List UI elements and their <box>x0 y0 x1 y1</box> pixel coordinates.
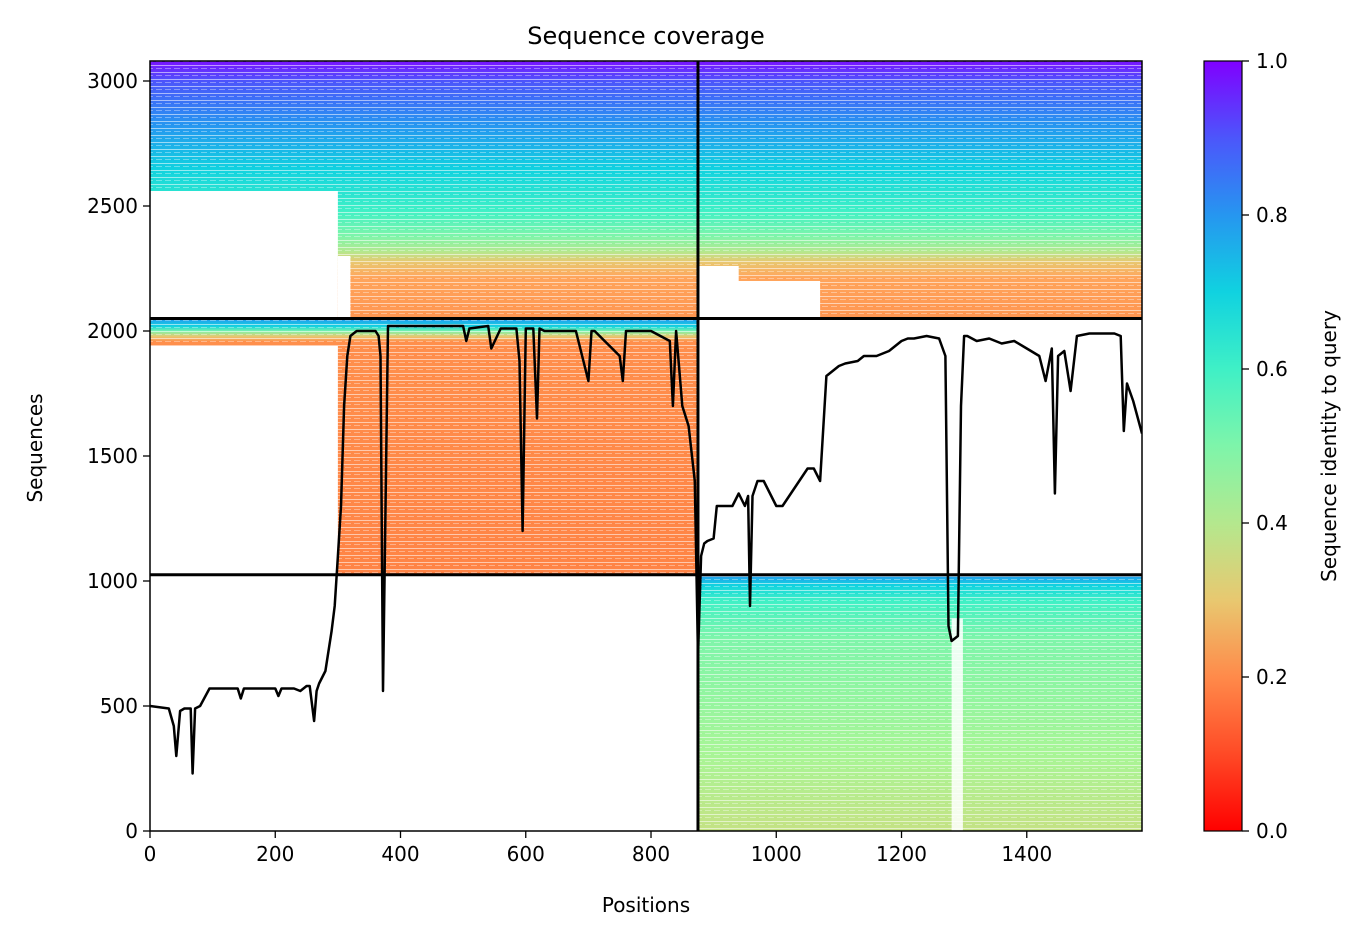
x-tick-label: 1200 <box>876 842 927 866</box>
coverage-blocks <box>150 61 1142 831</box>
x-axis: 0 200 400 600 800 1000 1200 1400 <box>144 831 1052 866</box>
y-axis-label: Sequences <box>23 393 47 502</box>
uncovered-column <box>951 618 963 831</box>
coverage-block-texture <box>697 61 1142 319</box>
y-tick-label: 2500 <box>87 194 138 218</box>
colorbar-ticks: 0.0 0.2 0.4 0.6 0.8 1.0 <box>1242 49 1288 843</box>
y-tick-label: 0 <box>125 819 138 843</box>
uncovered-region <box>697 281 821 319</box>
colorbar: 0.0 0.2 0.4 0.6 0.8 1.0 Sequence identity to … <box>1203 49 1341 843</box>
x-tick-label: 0 <box>144 842 157 866</box>
x-tick-label: 1400 <box>1001 842 1052 866</box>
x-tick-label: 800 <box>632 842 670 866</box>
colorbar-tick-label: 0.2 <box>1256 665 1288 689</box>
y-tick-label: 3000 <box>87 69 138 93</box>
y-tick-label: 2000 <box>87 319 138 343</box>
chart-title: Sequence coverage <box>527 22 764 50</box>
colorbar-tick-label: 0.4 <box>1256 511 1288 535</box>
colorbar-tick-label: 0.0 <box>1256 819 1288 843</box>
colorbar-gradient <box>1203 60 1243 832</box>
x-tick-label: 600 <box>507 842 545 866</box>
coverage-block-texture <box>697 574 1142 831</box>
x-tick-label: 400 <box>381 842 419 866</box>
uncovered-region <box>150 191 338 319</box>
plot-frame <box>149 60 1143 832</box>
y-tick-label: 1500 <box>87 444 138 468</box>
colorbar-tick-label: 0.6 <box>1256 357 1288 381</box>
block-boundaries <box>150 61 1142 831</box>
coverage-line <box>150 324 1142 775</box>
uncovered-region <box>337 256 351 319</box>
colorbar-tick-label: 0.8 <box>1256 203 1288 227</box>
y-tick-label: 1000 <box>87 569 138 593</box>
y-axis: 0 500 1000 1500 2000 2500 3000 <box>87 69 150 843</box>
y-tick-label: 500 <box>100 694 138 718</box>
colorbar-label: Sequence identity to query <box>1317 310 1341 582</box>
x-tick-label: 200 <box>256 842 294 866</box>
x-axis-label: Positions <box>602 893 690 917</box>
colorbar-tick-label: 1.0 <box>1256 49 1288 73</box>
x-tick-label: 1000 <box>751 842 802 866</box>
uncovered-region <box>150 346 338 575</box>
uncovered-region <box>697 266 739 281</box>
